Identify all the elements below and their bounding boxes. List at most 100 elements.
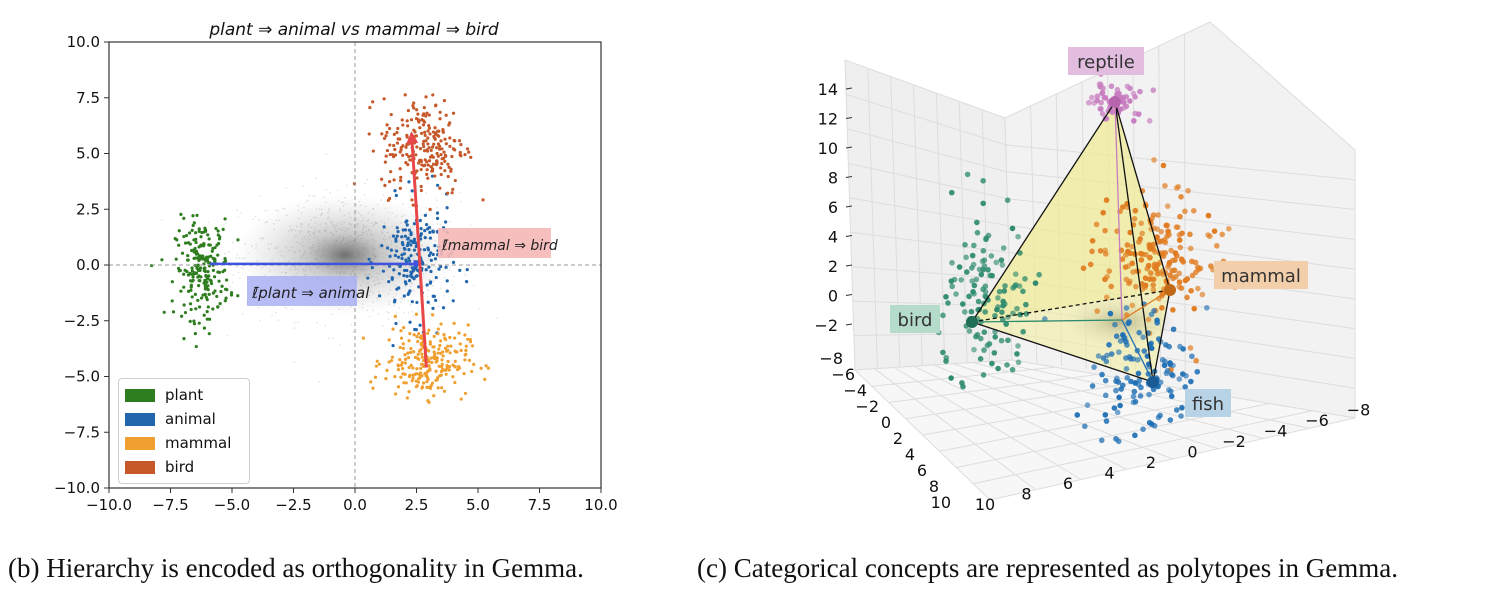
point-animal bbox=[380, 244, 384, 248]
y-tick-label: −5.0 bbox=[64, 368, 100, 386]
background-point bbox=[339, 271, 342, 273]
background-point bbox=[352, 240, 355, 242]
background-point bbox=[269, 269, 271, 272]
point-animal bbox=[370, 265, 374, 270]
legend-swatch-mammal bbox=[125, 436, 155, 450]
point-bird bbox=[424, 95, 428, 99]
background-point bbox=[354, 242, 356, 244]
background-point bbox=[368, 273, 371, 275]
point-fish bbox=[1170, 326, 1177, 333]
point-bird bbox=[1002, 301, 1008, 307]
background-point bbox=[350, 224, 353, 226]
point-mammal bbox=[454, 350, 459, 354]
background-point bbox=[343, 214, 345, 217]
point-plant bbox=[187, 231, 192, 235]
background-point bbox=[366, 309, 369, 312]
point-plant bbox=[197, 283, 201, 288]
background-point bbox=[290, 246, 293, 249]
background-point bbox=[288, 225, 291, 228]
point-mammal bbox=[470, 344, 475, 348]
background-point bbox=[255, 243, 257, 246]
point-fish bbox=[1116, 394, 1122, 401]
z-tick-label: 4 bbox=[828, 228, 838, 247]
background-point bbox=[314, 227, 316, 229]
background-point bbox=[315, 258, 317, 261]
background-point bbox=[430, 228, 432, 231]
point-bird bbox=[438, 117, 442, 121]
point-mammal bbox=[467, 358, 472, 362]
point-plant bbox=[203, 266, 207, 270]
point-mammal bbox=[433, 352, 437, 357]
point-bird bbox=[414, 116, 419, 121]
background-point bbox=[347, 255, 350, 258]
point-bird bbox=[446, 162, 450, 166]
point-bird bbox=[430, 145, 435, 149]
background-point bbox=[355, 218, 358, 221]
point-bird bbox=[425, 172, 429, 176]
background-point bbox=[469, 224, 472, 226]
background-point bbox=[318, 208, 321, 211]
point-animal bbox=[429, 251, 433, 255]
point-mammal bbox=[416, 352, 420, 356]
y-tick-label: −2.5 bbox=[64, 312, 100, 330]
point-mammal bbox=[408, 332, 412, 336]
point-animal bbox=[409, 253, 413, 258]
center-spokes bbox=[971, 101, 1171, 383]
point-mammal bbox=[466, 337, 470, 341]
point-mammal bbox=[1179, 230, 1185, 237]
background-point bbox=[285, 214, 288, 216]
point-animal bbox=[393, 298, 397, 302]
point-bird bbox=[416, 112, 420, 116]
point-plant bbox=[194, 252, 199, 256]
point-bird bbox=[467, 150, 471, 154]
point-fish bbox=[1103, 418, 1110, 424]
point-mammal bbox=[406, 355, 411, 360]
point-mammal bbox=[1127, 229, 1133, 236]
background-point bbox=[324, 236, 327, 239]
background-point bbox=[296, 268, 299, 271]
point-plant bbox=[223, 256, 227, 261]
point-mammal bbox=[417, 377, 421, 381]
background-point bbox=[338, 272, 341, 274]
point-mammal bbox=[408, 350, 413, 355]
background-point bbox=[374, 220, 377, 223]
point-plant bbox=[220, 284, 224, 288]
background-point bbox=[340, 255, 343, 258]
point-animal bbox=[451, 260, 456, 264]
point-mammal bbox=[374, 364, 378, 368]
background-point bbox=[396, 269, 398, 272]
background-point bbox=[345, 257, 347, 259]
point-fish bbox=[1146, 391, 1152, 398]
background-point bbox=[425, 192, 427, 194]
background-point bbox=[352, 265, 355, 268]
point-mammal bbox=[385, 368, 389, 372]
background-point bbox=[312, 195, 315, 198]
background-point bbox=[322, 244, 325, 247]
point-mammal bbox=[459, 348, 463, 353]
point-reptile bbox=[1086, 99, 1092, 106]
point-mammal bbox=[398, 357, 402, 362]
point-plant bbox=[216, 305, 220, 309]
point-plant bbox=[182, 337, 186, 341]
point-bird bbox=[1015, 233, 1021, 240]
point-mammal bbox=[394, 392, 398, 396]
background-point bbox=[349, 245, 352, 248]
point-animal bbox=[412, 277, 416, 281]
z-tick-label: 14 bbox=[818, 80, 838, 99]
background-point bbox=[402, 203, 404, 205]
point-mammal bbox=[1162, 182, 1168, 189]
background-point bbox=[339, 273, 342, 276]
background-point bbox=[325, 223, 328, 225]
x-tick-label: 4 bbox=[1104, 464, 1114, 483]
point-mammal bbox=[443, 346, 448, 350]
background-point bbox=[306, 235, 309, 238]
point-bird bbox=[992, 312, 998, 319]
background-point bbox=[347, 250, 350, 253]
point-bird bbox=[425, 111, 429, 115]
point-animal bbox=[402, 252, 406, 256]
background-point bbox=[296, 241, 298, 244]
point-bird bbox=[410, 198, 414, 202]
point-plant bbox=[196, 275, 200, 279]
point-fish bbox=[1102, 412, 1109, 418]
point-mammal bbox=[428, 342, 432, 346]
